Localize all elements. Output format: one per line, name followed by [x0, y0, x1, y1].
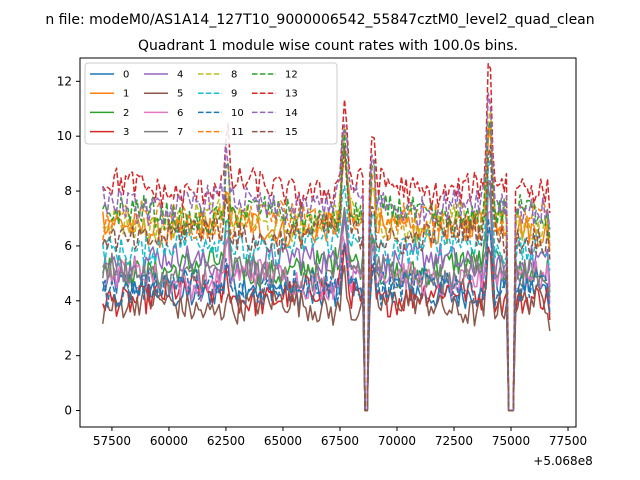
series-line-14 — [102, 92, 551, 412]
y-axis: 0 2 4 6 8 10 12 — [57, 74, 80, 418]
series-line-3 — [102, 242, 551, 412]
series-line-11 — [102, 127, 551, 412]
series-line-15 — [102, 144, 551, 412]
series-line-7 — [102, 187, 551, 412]
chart-title: Quadrant 1 module wise count rates with … — [138, 38, 518, 54]
legend-label-4: 4 — [177, 70, 183, 81]
y-tick-label: 10 — [57, 129, 72, 143]
legend-label-2: 2 — [123, 108, 129, 119]
legend-label-9: 9 — [231, 89, 237, 100]
x-tick-label: 60000 — [150, 434, 188, 448]
x-tick-label: 77500 — [549, 434, 587, 448]
y-tick-label: 6 — [64, 239, 72, 253]
y-tick-label: 0 — [64, 404, 72, 418]
x-tick-label: 72500 — [435, 434, 473, 448]
legend-label-10: 10 — [231, 108, 244, 119]
legend-label-5: 5 — [177, 89, 183, 100]
x-tick-label: 62500 — [207, 434, 245, 448]
legend-label-11: 11 — [231, 127, 244, 138]
plot-area — [102, 63, 551, 412]
series-line-5 — [102, 248, 551, 412]
legend-label-12: 12 — [285, 70, 298, 81]
x-tick-label: 67500 — [321, 434, 359, 448]
legend-label-6: 6 — [177, 108, 183, 119]
series-line-10 — [102, 217, 551, 412]
legend-label-0: 0 — [123, 70, 129, 81]
legend-box — [84, 62, 338, 145]
x-offset-label: +5.068e8 — [533, 454, 592, 468]
x-tick-label: 75000 — [492, 434, 530, 448]
x-tick-label: 57500 — [93, 434, 131, 448]
y-tick-label: 12 — [57, 74, 72, 88]
y-tick-label: 2 — [64, 349, 72, 363]
legend-label-15: 15 — [285, 127, 298, 138]
legend-label-13: 13 — [285, 89, 298, 100]
y-tick-label: 4 — [64, 294, 72, 308]
x-tick-label: 65000 — [264, 434, 302, 448]
axes-frame — [79, 57, 577, 428]
y-tick-label: 8 — [64, 184, 72, 198]
figure-suptitle: n file: modeM0/AS1A14_127T10_9000006542_… — [45, 12, 594, 28]
legend-label-7: 7 — [177, 127, 183, 138]
x-tick-label: 70000 — [378, 434, 416, 448]
x-axis: 57500 60000 62500 65000 67500 70000 72500 75000… — [93, 427, 587, 448]
series-line-9 — [102, 153, 551, 412]
legend-label-3: 3 — [123, 127, 129, 138]
legend-label-1: 1 — [123, 89, 129, 100]
legend-label-14: 14 — [285, 108, 298, 119]
legend-label-8: 8 — [231, 70, 237, 81]
